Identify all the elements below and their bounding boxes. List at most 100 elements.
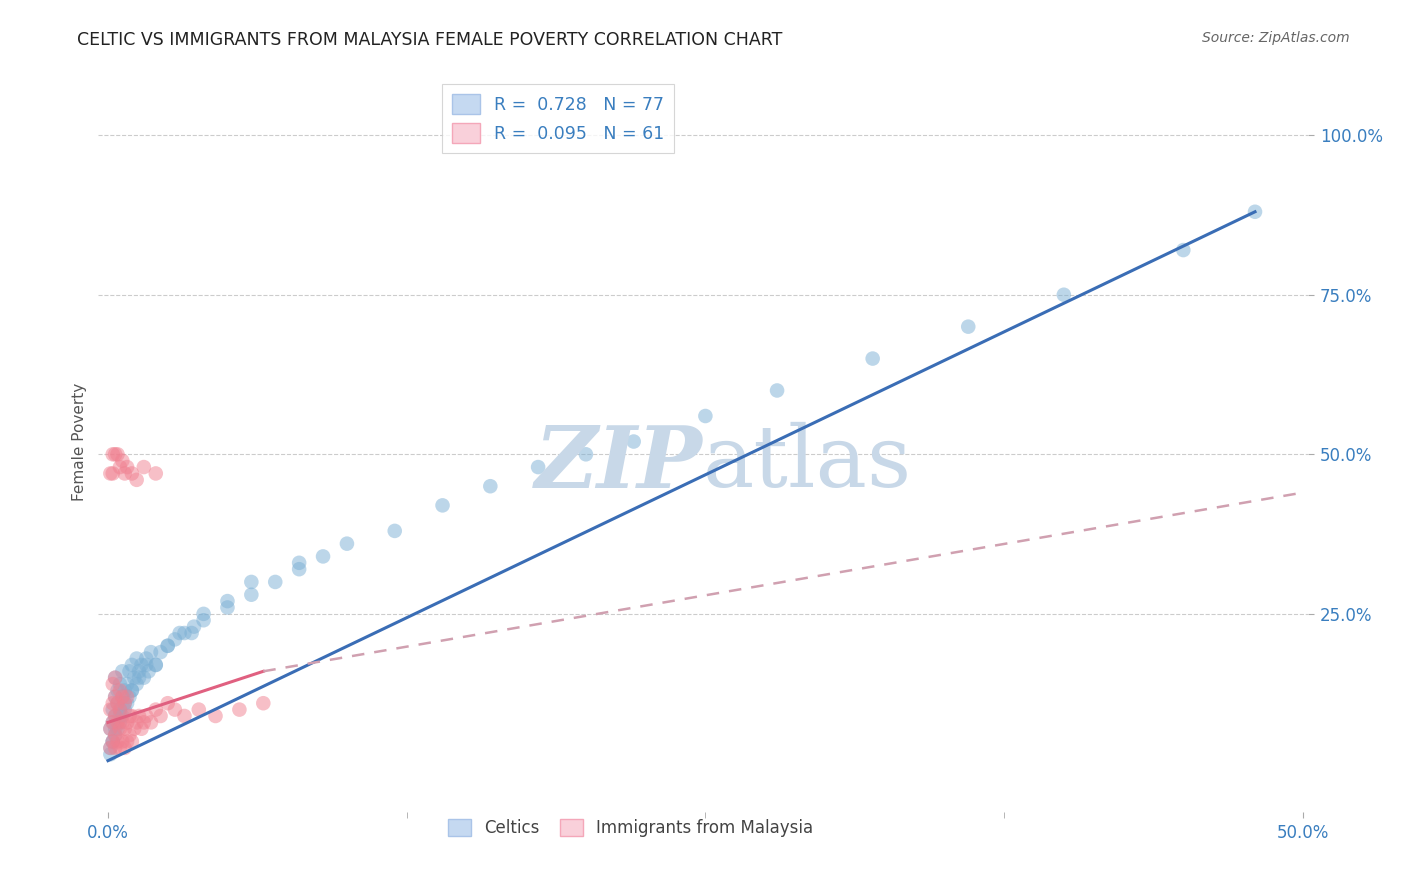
Point: [288, 562, 311, 576]
Point: [104, 722, 127, 736]
Point: [131, 722, 153, 736]
Point: [115, 696, 138, 710]
Point: [132, 460, 155, 475]
Point: [623, 434, 645, 449]
Point: [98, 722, 121, 736]
Point: [121, 734, 143, 748]
Point: [336, 536, 359, 550]
Point: [107, 683, 129, 698]
Point: [101, 703, 124, 717]
Point: [695, 409, 717, 423]
Point: [108, 460, 131, 475]
Point: [104, 671, 127, 685]
Point: [173, 626, 195, 640]
Point: [149, 645, 172, 659]
Point: [107, 715, 129, 730]
Point: [384, 524, 406, 538]
Point: [135, 651, 157, 665]
Point: [180, 626, 202, 640]
Point: [111, 453, 134, 467]
Point: [114, 740, 136, 755]
Point: [101, 734, 124, 748]
Point: [98, 740, 121, 755]
Point: [432, 499, 454, 513]
Point: [1244, 204, 1267, 219]
Text: CELTIC VS IMMIGRANTS FROM MALAYSIA FEMALE POVERTY CORRELATION CHART: CELTIC VS IMMIGRANTS FROM MALAYSIA FEMAL…: [77, 31, 783, 49]
Point: [264, 574, 287, 589]
Point: [114, 696, 136, 710]
Point: [107, 734, 129, 748]
Point: [111, 690, 134, 704]
Point: [527, 460, 550, 475]
Point: [125, 715, 148, 730]
Point: [108, 703, 131, 717]
Point: [101, 696, 124, 710]
Point: [128, 709, 150, 723]
Point: [104, 690, 127, 704]
Point: [107, 696, 129, 710]
Point: [108, 740, 131, 755]
Point: [228, 703, 250, 717]
Point: [125, 651, 148, 665]
Point: [111, 734, 134, 748]
Point: [1053, 287, 1076, 301]
Point: [98, 722, 121, 736]
Point: [114, 467, 136, 481]
Point: [131, 657, 153, 672]
Point: [118, 709, 141, 723]
Point: [252, 696, 274, 710]
Point: [1173, 243, 1195, 257]
Point: [111, 665, 134, 679]
Point: [104, 740, 127, 755]
Point: [114, 696, 136, 710]
Point: [121, 467, 143, 481]
Point: [163, 703, 186, 717]
Point: [957, 319, 980, 334]
Point: [169, 626, 191, 640]
Text: atlas: atlas: [703, 422, 912, 506]
Point: [108, 722, 131, 736]
Point: [138, 665, 160, 679]
Point: [111, 715, 134, 730]
Point: [145, 657, 167, 672]
Point: [145, 703, 167, 717]
Y-axis label: Female Poverty: Female Poverty: [72, 383, 87, 500]
Point: [114, 683, 136, 698]
Point: [121, 657, 143, 672]
Point: [98, 740, 121, 755]
Point: [107, 722, 129, 736]
Point: [104, 671, 127, 685]
Point: [104, 447, 127, 461]
Point: [204, 709, 226, 723]
Point: [135, 709, 157, 723]
Point: [114, 722, 136, 736]
Text: ZIP: ZIP: [536, 422, 703, 506]
Point: [128, 671, 150, 685]
Point: [122, 671, 145, 685]
Point: [104, 728, 127, 742]
Point: [145, 467, 167, 481]
Point: [575, 447, 598, 461]
Point: [156, 696, 179, 710]
Point: [132, 715, 155, 730]
Point: [479, 479, 502, 493]
Point: [118, 690, 141, 704]
Point: [187, 703, 209, 717]
Point: [111, 690, 134, 704]
Point: [121, 683, 143, 698]
Point: [193, 607, 215, 621]
Point: [115, 734, 138, 748]
Point: [107, 696, 129, 710]
Point: [312, 549, 335, 564]
Point: [115, 690, 138, 704]
Point: [193, 613, 215, 627]
Point: [115, 677, 138, 691]
Legend: Celtics, Immigrants from Malaysia: Celtics, Immigrants from Malaysia: [441, 813, 820, 844]
Point: [135, 657, 157, 672]
Point: [217, 600, 239, 615]
Point: [121, 709, 143, 723]
Point: [101, 447, 124, 461]
Point: [108, 715, 131, 730]
Text: Source: ZipAtlas.com: Source: ZipAtlas.com: [1202, 31, 1350, 45]
Point: [101, 677, 124, 691]
